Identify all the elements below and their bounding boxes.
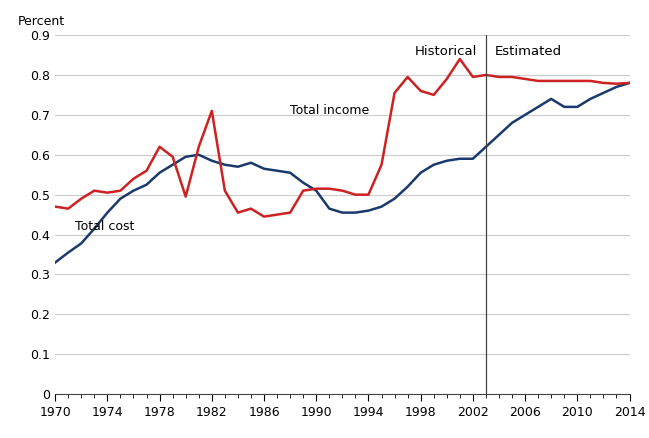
Text: Percent: Percent <box>18 15 65 28</box>
Text: Total cost: Total cost <box>75 219 134 233</box>
Text: Estimated: Estimated <box>495 45 562 58</box>
Text: Historical: Historical <box>415 45 477 58</box>
Text: Total income: Total income <box>290 104 369 117</box>
